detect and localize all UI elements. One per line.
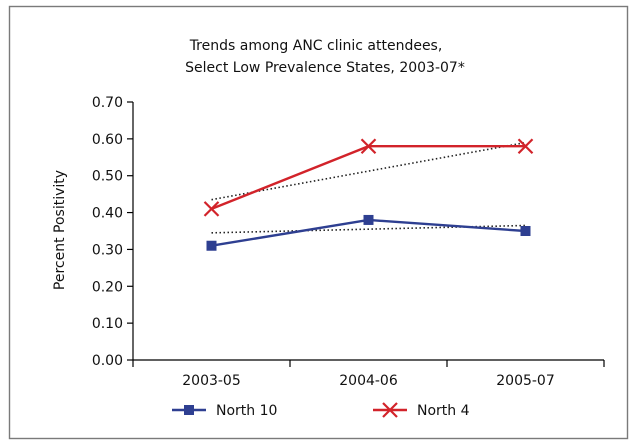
x-tick-label: 2004-06 bbox=[339, 373, 398, 389]
y-tick-label: 0.00 bbox=[92, 353, 123, 369]
legend: North 10 North 4 bbox=[172, 402, 470, 419]
y-tick-label: 0.70 bbox=[92, 95, 123, 111]
x-tick-label: 2005-07 bbox=[496, 373, 555, 389]
y-tick-label: 0.20 bbox=[92, 279, 123, 295]
legend-label-north-10: North 10 bbox=[216, 403, 277, 419]
legend-marker-north-4 bbox=[382, 402, 398, 418]
data-point-north-10-0 bbox=[206, 240, 217, 251]
y-axis-title: Percent Positivity bbox=[52, 170, 68, 290]
data-point-north-4-1-stroke-b bbox=[360, 138, 377, 155]
data-point-north-4-1 bbox=[360, 138, 377, 155]
y-tick-label: 0.10 bbox=[92, 316, 123, 332]
axes-group: 0.00 0.10 0.20 0.30 0.40 0.50 0.60 0.70 2003-05 2… bbox=[92, 95, 605, 389]
data-point-north-4-2 bbox=[517, 138, 534, 155]
legend-marker-north-10 bbox=[184, 405, 194, 415]
y-tick-label: 0.50 bbox=[92, 169, 123, 185]
series-group bbox=[203, 138, 534, 251]
trendlines-group bbox=[211, 141, 526, 234]
trendline-north-10 bbox=[211, 224, 526, 234]
legend-label-north-4: North 4 bbox=[417, 403, 470, 419]
data-point-north-4-0-stroke-b bbox=[203, 201, 220, 217]
y-tick-label: 0.30 bbox=[92, 242, 123, 258]
data-point-north-10-1 bbox=[363, 214, 374, 225]
data-point-north-4-0 bbox=[203, 201, 220, 217]
x-tick-label: 2003-05 bbox=[182, 373, 241, 389]
y-tick-label: 0.60 bbox=[92, 132, 123, 148]
data-point-north-4-2-stroke-b bbox=[517, 138, 534, 155]
chart-border bbox=[8, 5, 629, 440]
y-tick-label: 0.40 bbox=[92, 206, 123, 222]
legend-marker-north-4-stroke-b bbox=[382, 402, 398, 418]
chart-title-line-2: Select Low Prevalence States, 2003-07* bbox=[185, 60, 465, 76]
trendline-north-4 bbox=[211, 141, 526, 201]
chart-title-line-1: Trends among ANC clinic attendees, bbox=[189, 38, 443, 54]
data-point-north-10-2 bbox=[520, 226, 531, 236]
